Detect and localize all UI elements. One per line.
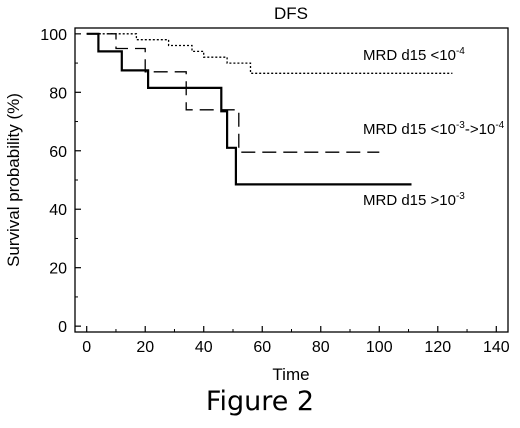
y-tick-label: 40 — [49, 202, 67, 219]
chart-title: DFS — [274, 4, 308, 23]
y-axis-label: Survival probability (%) — [4, 93, 23, 267]
dfs-chart: DFS 0 20 40 60 80 100 120 140 0 20 40 60 80 100 MRD d… — [4, 4, 510, 384]
series-line-dashed — [86, 33, 380, 153]
x-tick-label: 20 — [136, 339, 154, 356]
y-tick-label: 0 — [58, 319, 67, 336]
figure-caption: Figure 2 — [205, 386, 315, 417]
x-tick-label: 120 — [424, 339, 451, 356]
x-tick-label: 80 — [312, 339, 330, 356]
series-line-dotted — [86, 33, 453, 74]
series-label: MRD d15 <10-4 — [363, 46, 465, 64]
y-tick-label: 80 — [49, 85, 67, 102]
series-label: MRD d15 <10-3->10-4 — [363, 120, 505, 138]
x-tick-label: 100 — [366, 339, 393, 356]
y-tick-label: 20 — [49, 261, 67, 278]
y-tick-label: 60 — [49, 144, 67, 161]
x-tick-label: 140 — [483, 339, 510, 356]
x-tick-label: 40 — [195, 339, 213, 356]
axes: 0 20 40 60 80 100 120 140 0 20 40 60 80 100 — [40, 27, 509, 356]
x-axis-label: Time — [272, 365, 309, 384]
series-label: MRD d15 >10-3 — [363, 191, 465, 209]
series-labels: MRD d15 <10-4 MRD d15 <10-3->10-4 MRD d15 … — [363, 46, 505, 209]
series-layer — [86, 32, 453, 186]
x-tick-label: 60 — [253, 339, 271, 356]
y-tick-label: 100 — [40, 27, 67, 44]
x-tick-label: 0 — [82, 339, 91, 356]
series-line-solid — [86, 32, 412, 186]
